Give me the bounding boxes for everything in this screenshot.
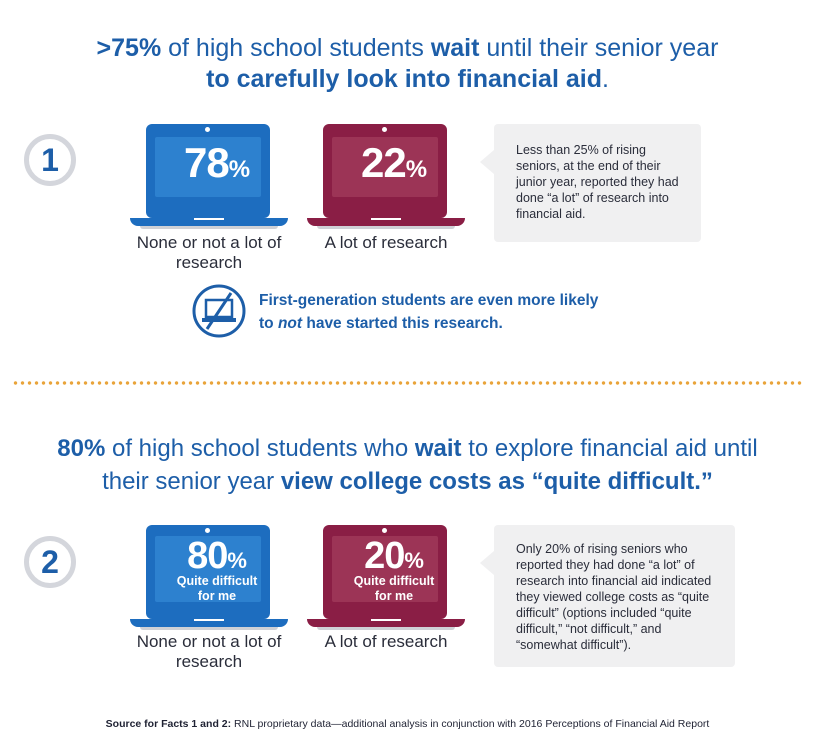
fact2-headline-text-c: their senior year (102, 468, 281, 495)
fact1-headline-line1: >75% of high school students wait until … (0, 33, 815, 64)
percent-symbol: % (227, 548, 247, 573)
first-gen-line2-em: not (277, 315, 303, 332)
percent-value: 78 (183, 139, 230, 186)
fact2-caption-none: None or not a lot of research (136, 632, 282, 671)
percent-value: 20 (364, 535, 405, 577)
fact1-caption-none: None or not a lot of research (136, 233, 282, 272)
fact2-number: 2 (41, 543, 59, 580)
fact2-headline-text-b: to explore financial aid until (461, 435, 758, 462)
fact2-laptop-none: 80% Quite difficult for me (130, 525, 288, 631)
first-gen-line2: to not have started this research. (259, 312, 598, 335)
fact1-laptop-none-percent: 78% (155, 141, 279, 195)
source-line: Source for Facts 1 and 2: RNL proprietar… (0, 718, 815, 730)
percent-symbol: % (405, 156, 428, 183)
fact1-number-badge: 1 (24, 134, 76, 186)
fact2-number-badge: 2 (24, 536, 76, 588)
sub-line2: for me (374, 589, 414, 603)
source-text: RNL proprietary data—additional analysis… (231, 718, 710, 730)
fact1-number: 1 (41, 141, 59, 178)
percent-symbol: % (404, 548, 424, 573)
fact1-laptop-lot-percent: 22% (332, 141, 456, 195)
first-gen-line1: First-generation students are even more … (259, 292, 599, 309)
fact1-laptop-none: 78% (130, 124, 288, 230)
fact1-headline-period: . (601, 65, 609, 93)
fact2-headline-line2: their senior year view college costs as … (0, 465, 815, 498)
fact2-headline-emphasis: view college costs as “quite difficult.” (280, 468, 713, 495)
percent-value: 80 (187, 535, 228, 577)
fact1-headline-emphasis: to carefully look into financial aid (206, 65, 602, 93)
source-label: Source for Facts 1 and 2: (105, 718, 232, 730)
fact1-headline-text-a: of high school students (161, 34, 431, 62)
dotted-divider (12, 380, 802, 386)
fact2-laptop-lot-percent: 20% (332, 536, 456, 584)
fact1-headline-text-b: until their senior year (479, 34, 719, 62)
sub-line2: for me (197, 589, 237, 603)
fact2-headline-stat: 80% (57, 435, 106, 462)
fact1-laptop-lot: 22% (307, 124, 465, 230)
fact1-note: Less than 25% of rising seniors, at the … (480, 124, 701, 242)
sub-line1: Quite difficult (176, 574, 258, 588)
percent-value: 22 (360, 139, 407, 186)
fact2-headline-text-a: of high school students who (105, 435, 415, 462)
first-gen-statement: First-generation students are even more … (259, 289, 598, 335)
fact2-caption-lot: A lot of research (324, 632, 448, 651)
fact2-laptop-lot: 20% Quite difficult for me (307, 525, 465, 631)
fact1-caption-lot: A lot of research (324, 233, 448, 252)
sub-line1: Quite difficult (353, 574, 435, 588)
first-gen-line2-post: have started this research. (302, 315, 503, 332)
fact2-laptop-none-sub: Quite difficult for me (155, 574, 279, 604)
fact1-headline-stat: >75% (96, 34, 162, 62)
percent-symbol: % (228, 156, 251, 183)
fact2-headline-line1: 80% of high school students who wait to … (0, 432, 815, 465)
fact2-laptop-lot-sub: Quite difficult for me (332, 574, 456, 604)
no-laptop-icon (192, 284, 246, 338)
fact2-note: Only 20% of rising seniors who reported … (480, 525, 735, 667)
fact2-headline-wait: wait (414, 435, 462, 462)
fact1-headline-wait: wait (430, 34, 480, 62)
fact2-headline: 80% of high school students who wait to … (0, 432, 815, 498)
fact2-laptop-none-percent: 80% (155, 536, 279, 584)
fact1-headline-line2: to carefully look into financial aid. (0, 64, 815, 95)
first-gen-line2-pre: to (259, 315, 278, 332)
fact1-headline: >75% of high school students wait until … (0, 33, 815, 95)
